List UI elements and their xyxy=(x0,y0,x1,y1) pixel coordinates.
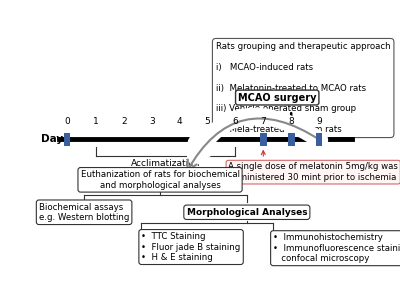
Text: 7: 7 xyxy=(260,117,266,126)
Text: 0: 0 xyxy=(64,117,70,126)
Text: MCAO surgery: MCAO surgery xyxy=(238,92,316,103)
FancyBboxPatch shape xyxy=(64,133,70,146)
Text: A single dose of melatonin 5mg/kg was
administered 30 mint prior to ischemia: A single dose of melatonin 5mg/kg was ad… xyxy=(228,163,398,182)
Text: 2: 2 xyxy=(121,117,126,126)
FancyBboxPatch shape xyxy=(260,133,267,146)
Text: 9: 9 xyxy=(316,117,322,126)
FancyBboxPatch shape xyxy=(288,133,294,146)
Text: Morphological Analyses: Morphological Analyses xyxy=(186,208,307,217)
Text: 8: 8 xyxy=(288,117,294,126)
Text: 6: 6 xyxy=(232,117,238,126)
Text: 4: 4 xyxy=(177,117,182,126)
Text: Acclimatization: Acclimatization xyxy=(131,160,200,169)
Text: 1: 1 xyxy=(93,117,99,126)
Text: Euthanization of rats for biochemical
and morphological analyses: Euthanization of rats for biochemical an… xyxy=(80,170,240,190)
Text: •  TTC Staining
•  Fluor jade B staining
•  H & E staining: • TTC Staining • Fluor jade B staining •… xyxy=(142,232,241,262)
Text: •  Immunohistochemistry
•  Immunofluorescence staining and
   confocal microscop: • Immunohistochemistry • Immunofluoresce… xyxy=(273,233,400,263)
Text: Biochemical assays
e.g. Western blotting: Biochemical assays e.g. Western blotting xyxy=(39,203,129,222)
FancyBboxPatch shape xyxy=(316,133,322,146)
Text: Days: Days xyxy=(42,134,70,144)
Text: 3: 3 xyxy=(149,117,154,126)
Text: 5: 5 xyxy=(205,117,210,126)
Text: Rats grouping and therapeutic approach

i)   MCAO-induced rats

ii)  Melatonin-t: Rats grouping and therapeutic approach i… xyxy=(216,42,390,134)
